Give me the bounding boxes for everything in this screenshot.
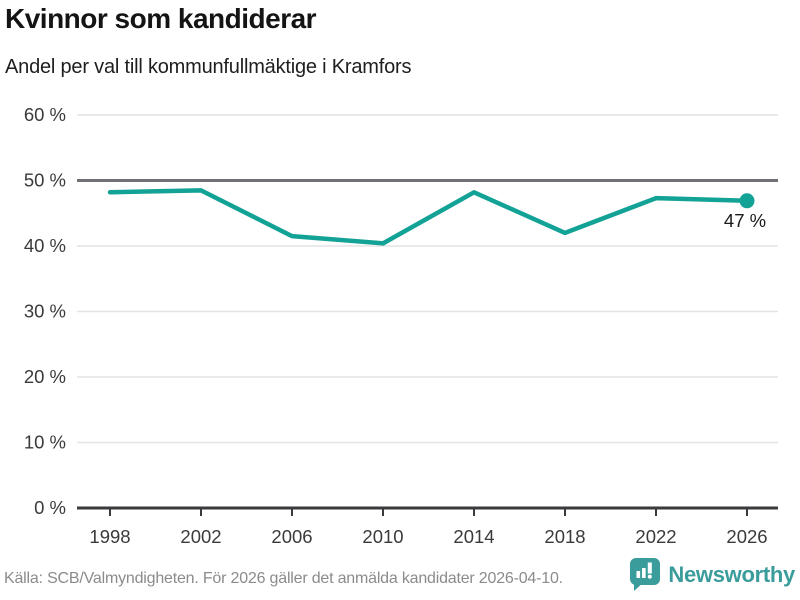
data-line [107,188,750,246]
bar-chart-speech-bubble-icon [630,558,661,591]
page-title: Kvinnor som kandiderar [5,3,317,34]
x-tick-label: 2018 [544,526,585,547]
y-tick-label: 0 % [34,497,66,518]
y-tick-label: 40 % [24,235,66,256]
x-tick-label: 2002 [180,526,221,547]
x-tick-label: 2006 [271,526,312,547]
end-point-label: 47 % [724,210,766,231]
end-point-dot [739,193,755,209]
x-tick-label: 2022 [635,526,676,547]
brand-lockup: Newsworthy [629,557,795,592]
x-tick-label: 2014 [453,526,494,547]
y-tick-label: 20 % [24,366,66,387]
x-tick-label: 2026 [726,526,767,547]
y-tick-label: 50 % [24,170,66,191]
x-tick-label: 1998 [89,526,130,547]
source-note: Källa: SCB/Valmyndigheten. För 2026 gäll… [4,570,563,587]
footer: Källa: SCB/Valmyndigheten. För 2026 gäll… [0,556,800,596]
brand-name: Newsworthy [668,561,795,587]
x-tick-label: 2010 [362,526,403,547]
y-tick-label: 10 % [24,432,66,453]
y-tick-label: 60 % [24,104,66,125]
y-tick-label: 30 % [24,301,66,322]
page-subtitle: Andel per val till kommunfullmäktige i K… [5,56,412,78]
